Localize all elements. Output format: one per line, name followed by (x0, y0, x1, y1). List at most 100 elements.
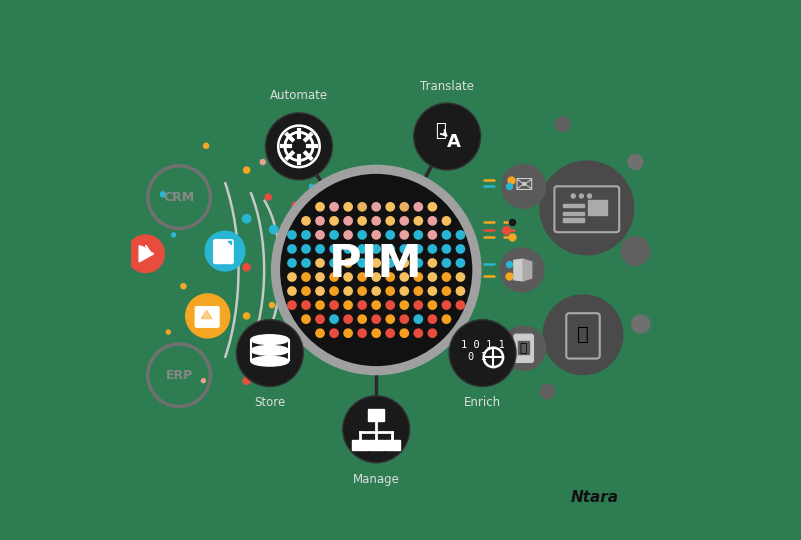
Circle shape (456, 286, 465, 296)
Circle shape (441, 286, 451, 296)
Text: 🛒: 🛒 (520, 342, 527, 355)
Circle shape (400, 202, 409, 212)
Circle shape (357, 300, 367, 310)
Circle shape (372, 202, 381, 212)
Circle shape (236, 320, 304, 387)
Circle shape (272, 264, 279, 271)
Circle shape (400, 272, 409, 282)
Bar (352, 440, 368, 450)
Text: A: A (447, 133, 461, 151)
Circle shape (385, 286, 395, 296)
Circle shape (627, 154, 643, 170)
Polygon shape (523, 259, 532, 281)
Circle shape (344, 314, 353, 324)
Circle shape (316, 248, 321, 254)
Bar (562, 218, 584, 222)
Circle shape (400, 258, 409, 268)
Circle shape (578, 193, 584, 199)
Circle shape (372, 286, 381, 296)
Circle shape (539, 383, 555, 400)
Circle shape (287, 230, 297, 240)
Circle shape (315, 286, 325, 296)
Bar (562, 204, 584, 207)
FancyBboxPatch shape (195, 307, 219, 327)
FancyBboxPatch shape (214, 240, 233, 264)
Circle shape (287, 272, 297, 282)
Circle shape (441, 300, 451, 310)
Circle shape (385, 272, 395, 282)
Circle shape (166, 329, 171, 335)
Circle shape (441, 314, 451, 324)
Circle shape (293, 140, 305, 152)
Circle shape (385, 230, 395, 240)
Circle shape (329, 272, 339, 282)
Text: 1 0 1 1: 1 0 1 1 (461, 340, 505, 350)
Circle shape (539, 160, 634, 255)
Circle shape (400, 328, 409, 338)
Text: Automate: Automate (270, 89, 328, 102)
Circle shape (385, 300, 395, 310)
Circle shape (400, 216, 409, 226)
Ellipse shape (251, 346, 288, 355)
Circle shape (413, 230, 423, 240)
Circle shape (357, 202, 367, 212)
Circle shape (308, 184, 314, 189)
Circle shape (329, 300, 339, 310)
Circle shape (400, 314, 409, 324)
Circle shape (372, 216, 381, 226)
Circle shape (400, 230, 409, 240)
Circle shape (272, 339, 279, 347)
Circle shape (204, 231, 246, 272)
Circle shape (344, 258, 353, 268)
Polygon shape (201, 310, 212, 319)
Bar (368, 409, 384, 421)
Polygon shape (514, 259, 523, 281)
Circle shape (269, 225, 279, 234)
Text: Translate: Translate (421, 80, 474, 93)
Circle shape (315, 272, 325, 282)
Circle shape (315, 314, 325, 324)
Circle shape (301, 300, 311, 310)
Circle shape (501, 326, 546, 371)
Circle shape (413, 216, 423, 226)
Circle shape (357, 314, 367, 324)
Circle shape (570, 193, 576, 199)
Text: ERP: ERP (166, 369, 193, 382)
Circle shape (428, 244, 437, 254)
Circle shape (329, 202, 339, 212)
Circle shape (287, 244, 297, 254)
Circle shape (344, 328, 353, 338)
Text: 🛒: 🛒 (578, 325, 589, 345)
Text: Enrich: Enrich (464, 396, 501, 409)
Circle shape (456, 300, 465, 310)
Circle shape (301, 286, 311, 296)
Circle shape (357, 272, 367, 282)
Circle shape (329, 314, 339, 324)
Polygon shape (228, 241, 231, 245)
Circle shape (127, 234, 165, 273)
Circle shape (329, 286, 339, 296)
Circle shape (631, 314, 650, 334)
Ellipse shape (251, 356, 288, 366)
Circle shape (301, 314, 311, 324)
Circle shape (264, 193, 272, 201)
Circle shape (542, 294, 623, 375)
Circle shape (428, 328, 437, 338)
Circle shape (413, 202, 423, 212)
Circle shape (428, 300, 437, 310)
Circle shape (554, 116, 570, 132)
Text: ✉: ✉ (514, 176, 533, 197)
Circle shape (449, 320, 516, 387)
Circle shape (314, 313, 320, 319)
Circle shape (428, 230, 437, 240)
Circle shape (385, 328, 395, 338)
Circle shape (441, 216, 451, 226)
Circle shape (344, 230, 353, 240)
Circle shape (385, 216, 395, 226)
Circle shape (344, 202, 353, 212)
Circle shape (456, 230, 465, 240)
Circle shape (413, 300, 423, 310)
Circle shape (301, 244, 311, 254)
Circle shape (159, 191, 166, 198)
Bar (589, 200, 607, 215)
